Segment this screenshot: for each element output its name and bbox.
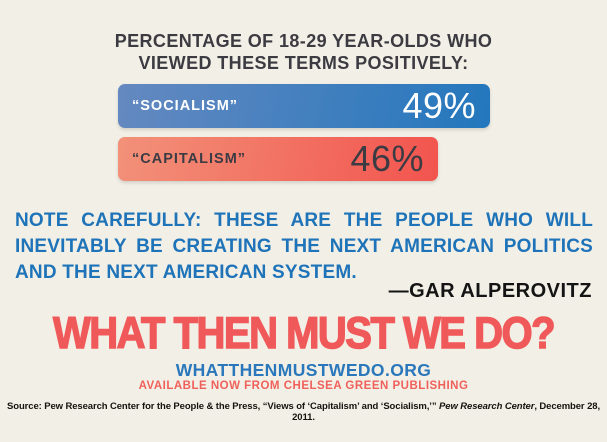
- socialism-bar-label: “SOCIALISM”: [132, 98, 239, 114]
- quote-line-2: INEVITABLY BE CREATING THE NEXT AMERICAN…: [15, 236, 593, 257]
- book-title-headline: WHAT THEN MUST WE DO?: [52, 308, 556, 359]
- source-publication-italic: Pew Research Center: [439, 401, 535, 412]
- website-url: WHATTHENMUSTWEDO.ORG: [175, 360, 432, 380]
- source-citation: Source: Pew Research Center for the Peop…: [0, 401, 607, 423]
- capitalism-bar: “CAPITALISM” 46%: [118, 137, 438, 181]
- source-prefix: Source: Pew Research Center for the Peop…: [7, 401, 440, 412]
- source-suffix: , December 28, 2011.: [292, 401, 600, 423]
- quote-line-3: AND THE NEXT AMERICAN SYSTEM.: [15, 262, 357, 283]
- capitalism-bar-label: “CAPITALISM”: [132, 151, 247, 167]
- bar-chart: “SOCIALISM” 49% “CAPITALISM” 46%: [118, 84, 490, 181]
- quote-attribution: —GAR ALPEROVITZ: [388, 280, 592, 302]
- chart-title-line2: VIEWED THESE TERMS POSITIVELY:: [138, 53, 469, 73]
- capitalism-bar-value: 46%: [350, 138, 424, 179]
- socialism-bar-value: 49%: [402, 85, 476, 126]
- chart-title: PERCENTAGE OF 18-29 YEAR-OLDS WHO VIEWED…: [0, 30, 607, 74]
- socialism-bar: “SOCIALISM” 49%: [118, 84, 490, 128]
- quote-text: NOTE CAREFULLY: THESE ARE THE PEOPLE WHO…: [15, 208, 593, 286]
- availability-banner: AVAILABLE NOW FROM CHELSEA GREEN PUBLISH…: [138, 380, 469, 392]
- chart-title-line1: PERCENTAGE OF 18-29 YEAR-OLDS WHO: [114, 31, 493, 51]
- quote-line-1: NOTE CAREFULLY: THESE ARE THE PEOPLE WHO…: [15, 210, 593, 231]
